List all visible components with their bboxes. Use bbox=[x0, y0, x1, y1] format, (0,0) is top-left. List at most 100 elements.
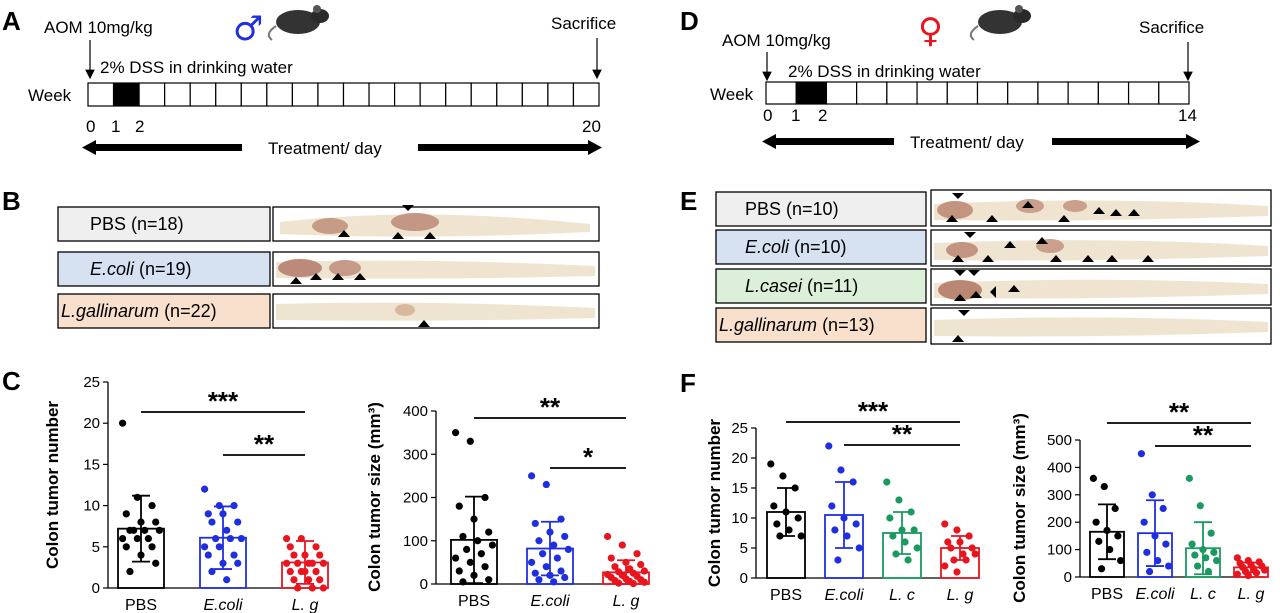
mouse-icon bbox=[267, 5, 329, 41]
tumor-marker-icon bbox=[968, 270, 980, 276]
group-label-lcasei: L.casei (n=11) bbox=[745, 276, 858, 296]
y-axis-label: Colon tumor number bbox=[43, 401, 62, 569]
data-point bbox=[144, 534, 152, 543]
week-cell bbox=[496, 82, 523, 107]
data-point bbox=[208, 518, 216, 526]
data-point bbox=[546, 571, 554, 579]
data-point bbox=[1148, 491, 1156, 499]
panel-e-letter: E bbox=[680, 186, 697, 216]
data-point bbox=[294, 584, 302, 592]
week-cell bbox=[164, 82, 191, 107]
y-tick-label: 0 bbox=[420, 576, 428, 593]
data-point bbox=[1185, 474, 1193, 482]
y-tick-label: 15 bbox=[83, 456, 100, 473]
data-point bbox=[564, 545, 573, 554]
category-label: L. g bbox=[613, 593, 640, 610]
category-label: E.coli bbox=[530, 593, 570, 610]
data-point bbox=[230, 551, 238, 559]
panel-e-colons: E PBS (n=10) E.coli (n=10) L.casei (n=11… bbox=[680, 186, 1272, 345]
data-point bbox=[622, 558, 630, 566]
data-point bbox=[308, 559, 316, 567]
data-point bbox=[1193, 562, 1202, 570]
data-point bbox=[312, 543, 320, 551]
tumor-marker-icon bbox=[990, 286, 996, 298]
data-point bbox=[1188, 540, 1196, 548]
y-axis-label: Colon tumor size (mm³) bbox=[365, 402, 384, 592]
data-point bbox=[470, 571, 478, 579]
week-cell bbox=[547, 82, 575, 107]
data-point bbox=[849, 478, 857, 486]
data-point bbox=[913, 544, 921, 552]
y-tick-label: 5 bbox=[740, 540, 748, 557]
tumor-marker-icon bbox=[1106, 255, 1118, 262]
data-point bbox=[290, 551, 298, 559]
tumor-marker-icon bbox=[952, 335, 964, 342]
data-point bbox=[481, 493, 489, 502]
tumor-marker-icon bbox=[954, 294, 966, 301]
y-tick-label: 0 bbox=[740, 570, 748, 587]
week-cell bbox=[1067, 81, 1099, 105]
y-tick-label: 100 bbox=[403, 533, 428, 550]
data-point bbox=[488, 541, 496, 549]
data-point bbox=[290, 576, 298, 584]
category-label: PBS bbox=[125, 597, 157, 613]
y-tick-label: 400 bbox=[403, 403, 428, 420]
data-point bbox=[1233, 570, 1241, 578]
y-tick-label: 100 bbox=[1047, 542, 1072, 559]
data-point bbox=[834, 556, 842, 564]
week-cell bbox=[886, 81, 918, 105]
data-point bbox=[883, 478, 891, 486]
data-point bbox=[604, 532, 612, 541]
data-point bbox=[286, 543, 294, 551]
data-point bbox=[463, 545, 471, 554]
y-tick-label: 200 bbox=[403, 490, 428, 507]
y-tick-label: 25 bbox=[83, 374, 100, 391]
data-point bbox=[1213, 556, 1221, 565]
week-cell bbox=[1127, 81, 1160, 105]
data-point bbox=[895, 496, 903, 504]
panel-a-tick-1: 1 bbox=[111, 117, 120, 136]
tumor-marker-icon bbox=[1004, 241, 1016, 248]
data-point bbox=[637, 560, 645, 569]
data-point bbox=[1165, 562, 1173, 570]
data-point bbox=[953, 526, 961, 534]
tumor-marker-icon bbox=[1036, 237, 1048, 244]
data-point bbox=[904, 556, 912, 564]
tumor-marker-icon bbox=[332, 273, 344, 280]
data-point bbox=[561, 532, 569, 541]
data-point bbox=[1233, 554, 1241, 562]
treatment-bar-left bbox=[772, 138, 894, 145]
group-label-pbs: PBS (n=10) bbox=[745, 199, 839, 219]
group-label-box-ecoli bbox=[57, 251, 271, 287]
tumor-marker-icon bbox=[986, 215, 998, 222]
group-label-ecoli: E.coli (n=10) bbox=[745, 237, 847, 257]
data-point bbox=[633, 550, 641, 558]
data-point bbox=[1207, 529, 1215, 537]
data-point bbox=[452, 554, 460, 562]
chart-f-tumor-size: 0 100 200 300 400 500 Colon tumor size (mm³) PB… bbox=[1010, 397, 1269, 603]
data-point bbox=[542, 563, 550, 571]
panel-d-week-grid bbox=[765, 81, 1190, 105]
week-cell bbox=[470, 82, 498, 107]
panel-a-tick-2: 2 bbox=[135, 117, 144, 136]
mouse-icon bbox=[969, 5, 1031, 41]
significance-stars: ** bbox=[1169, 397, 1190, 427]
week-cell bbox=[240, 82, 268, 107]
data-point bbox=[455, 502, 463, 510]
data-point bbox=[297, 534, 305, 543]
data-point bbox=[791, 484, 799, 492]
week-cell bbox=[795, 81, 828, 105]
tumor-marker-icon bbox=[1058, 215, 1070, 222]
data-point bbox=[539, 550, 547, 558]
data-point bbox=[1106, 546, 1114, 554]
data-point bbox=[528, 472, 536, 480]
week-cell bbox=[419, 82, 447, 107]
week-cell bbox=[825, 81, 858, 105]
data-point bbox=[286, 567, 294, 576]
data-point bbox=[557, 567, 565, 575]
data-point bbox=[223, 576, 231, 584]
week-cell bbox=[394, 82, 421, 107]
data-point bbox=[907, 508, 915, 516]
data-point bbox=[316, 551, 324, 559]
y-tick-label: 0 bbox=[92, 580, 100, 597]
